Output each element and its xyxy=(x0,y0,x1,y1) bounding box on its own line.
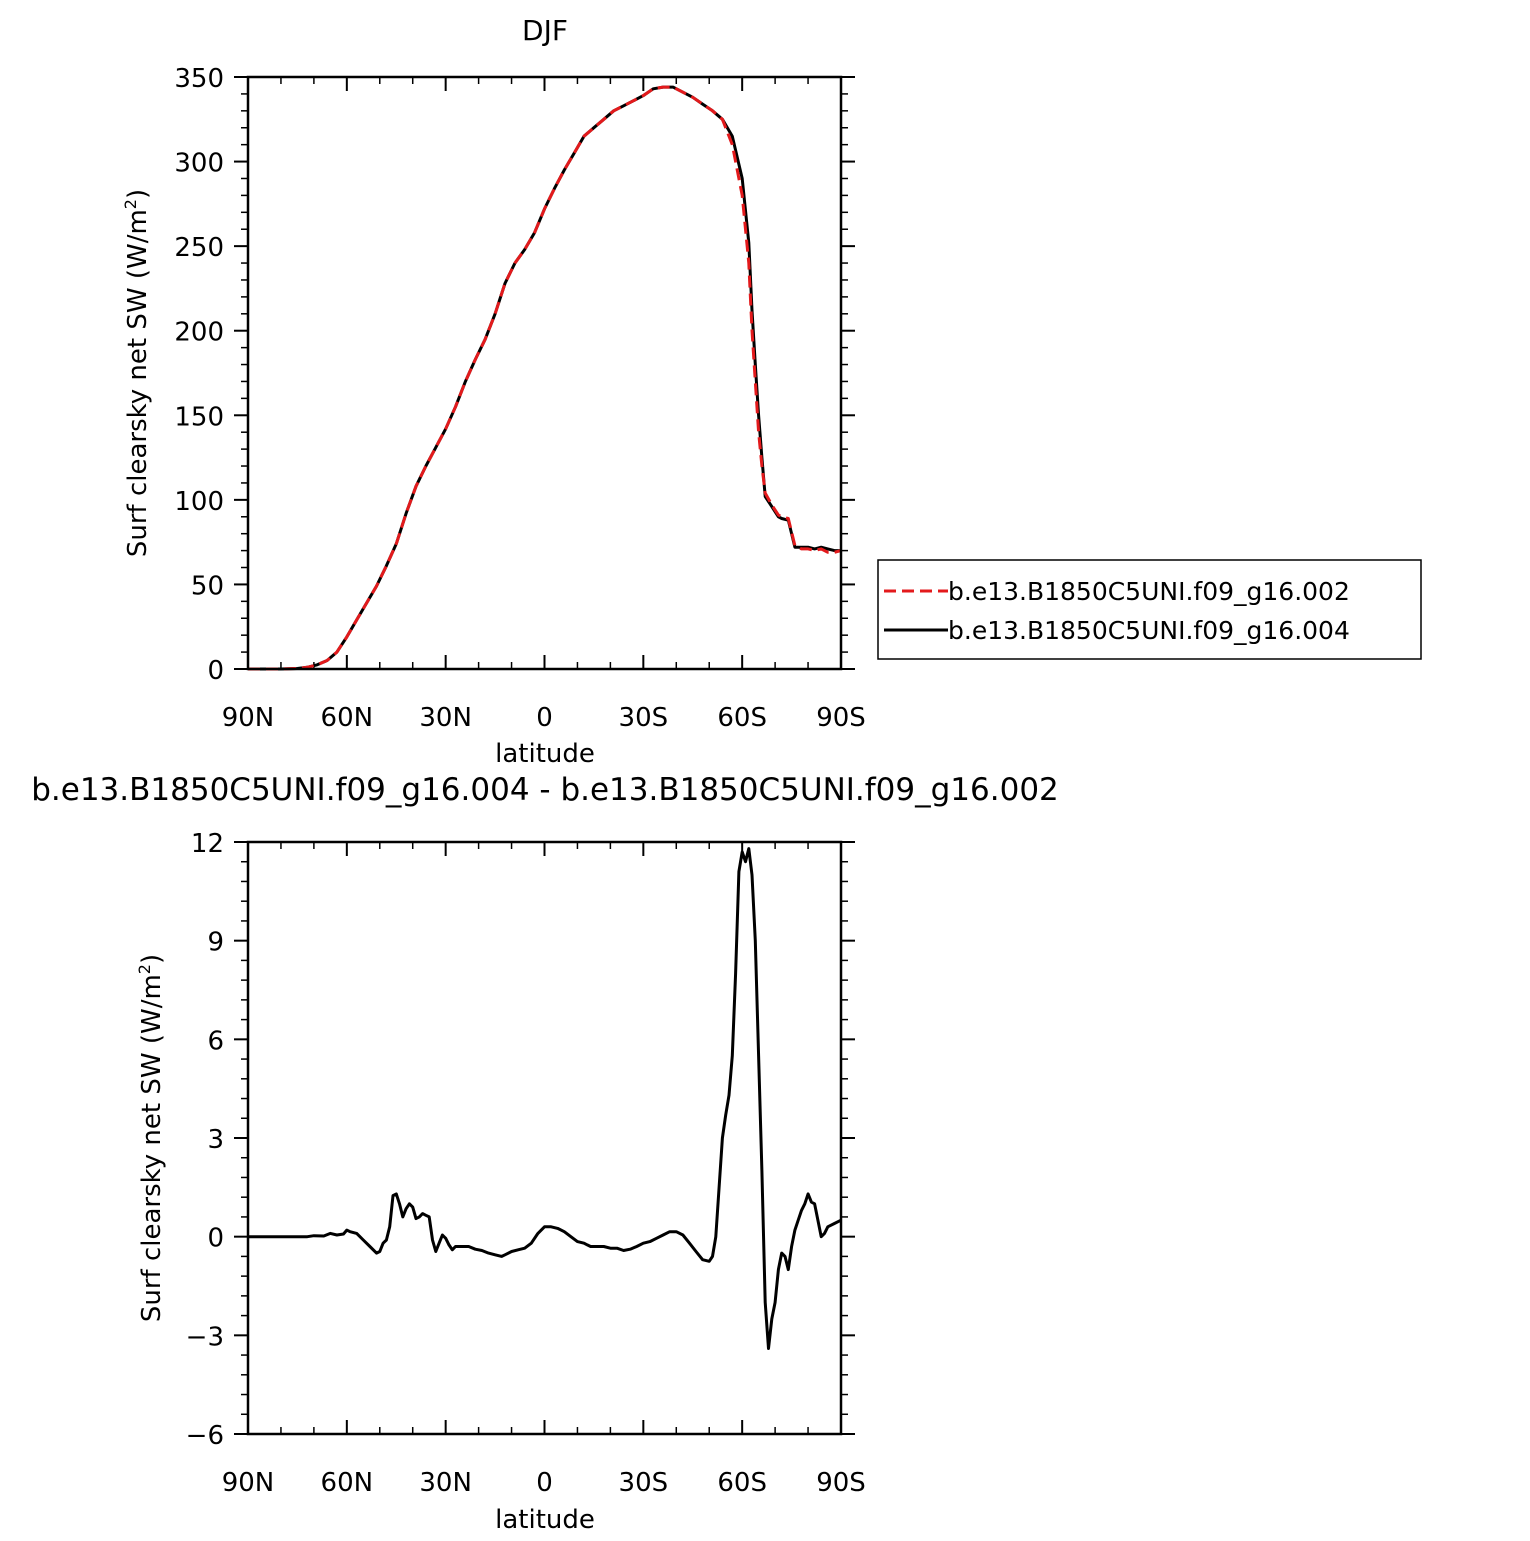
top-chart-title: DJF xyxy=(522,14,568,47)
top-series-lines xyxy=(248,85,842,671)
legend-label-004: b.e13.B1850C5UNI.f09_g16.004 xyxy=(948,616,1350,645)
bottom-y-tick-label: 6 xyxy=(207,1026,224,1056)
top-y-axis-label-main: Surf clearsky net SW (W/m xyxy=(123,209,153,557)
bottom-x-tick-label: 0 xyxy=(536,1468,553,1498)
bottom-y-axis-label-main: Surf clearsky net SW (W/m xyxy=(137,974,167,1322)
bottom-x-tick-label: 60N xyxy=(321,1468,374,1498)
top-y-tick-label: 200 xyxy=(174,318,224,348)
top-x-axis-label: latitude xyxy=(495,739,595,769)
bottom-ticks: 90N 60N 30N 0 30S 60S 90S −6 −3 0 3 6 9 12 xyxy=(186,829,866,1498)
top-x-tick-label: 30N xyxy=(419,703,472,733)
top-y-axis-label-close: ) xyxy=(123,189,153,199)
top-x-tick-label: 0 xyxy=(536,703,553,733)
top-ticks: 90N 60N 30N 0 30S 60S 90S 0 50 100 150 200 250 300 350 xyxy=(174,64,865,733)
top-x-tick-label: 90N xyxy=(222,703,275,733)
top-x-tick-label: 90S xyxy=(816,703,866,733)
top-y-axis-label: Surf clearsky net SW (W/m2) xyxy=(121,189,153,557)
top-y-tick-label: 100 xyxy=(174,487,224,517)
legend-box xyxy=(877,559,1422,660)
top-y-tick-label: 250 xyxy=(174,233,224,263)
legend: b.e13.B1850C5UNI.f09_g16.002 b.e13.B1850… xyxy=(877,559,1422,660)
bottom-y-axis-label: Surf clearsky net SW (W/m2) xyxy=(135,954,167,1322)
top-series-line-0 xyxy=(248,85,842,671)
top-y-axis-label-sup: 2 xyxy=(121,199,140,209)
bottom-y-tick-label: 12 xyxy=(191,829,224,859)
bottom-y-tick-label: 3 xyxy=(207,1125,224,1155)
bottom-y-axis-label-close: ) xyxy=(137,954,167,964)
top-plot-frame xyxy=(246,75,843,671)
top-y-tick-label: 50 xyxy=(191,571,224,601)
bottom-x-tick-label: 60S xyxy=(717,1468,767,1498)
bottom-chart-panel: b.e13.B1850C5UNI.f09_g16.004 - b.e13.B18… xyxy=(31,772,1059,1535)
top-x-tick-label: 60N xyxy=(321,703,374,733)
top-y-tick-label: 350 xyxy=(174,64,224,94)
top-y-tick-label: 150 xyxy=(174,402,224,432)
bottom-y-tick-label: 0 xyxy=(207,1224,224,1254)
bottom-x-tick-label: 30S xyxy=(619,1468,669,1498)
top-y-tick-label: 300 xyxy=(174,149,224,179)
bottom-x-tick-label: 90S xyxy=(816,1468,866,1498)
bottom-series-lines xyxy=(248,847,842,1350)
bottom-y-tick-label: 9 xyxy=(207,928,224,958)
legend-label-002: b.e13.B1850C5UNI.f09_g16.002 xyxy=(948,577,1350,606)
bottom-x-tick-label: 90N xyxy=(222,1468,275,1498)
top-chart-panel: DJF 90N 60N 30N 0 30S 60S 90S 0 50 100 150 200 250 30… xyxy=(121,14,866,769)
bottom-plot-frame xyxy=(246,840,843,1436)
bottom-chart-title: b.e13.B1850C5UNI.f09_g16.004 - b.e13.B18… xyxy=(31,772,1059,808)
bottom-y-axis-label-sup: 2 xyxy=(135,964,154,974)
bottom-x-tick-label: 30N xyxy=(419,1468,472,1498)
top-y-tick-label: 0 xyxy=(207,656,224,686)
bottom-series-line-0 xyxy=(248,847,842,1350)
bottom-x-axis-label: latitude xyxy=(495,1505,595,1535)
top-x-tick-label: 30S xyxy=(619,703,669,733)
bottom-y-tick-label: −6 xyxy=(186,1421,224,1451)
bottom-y-tick-label: −3 xyxy=(186,1322,224,1352)
top-series-line-1 xyxy=(248,85,841,671)
top-x-tick-label: 60S xyxy=(717,703,767,733)
